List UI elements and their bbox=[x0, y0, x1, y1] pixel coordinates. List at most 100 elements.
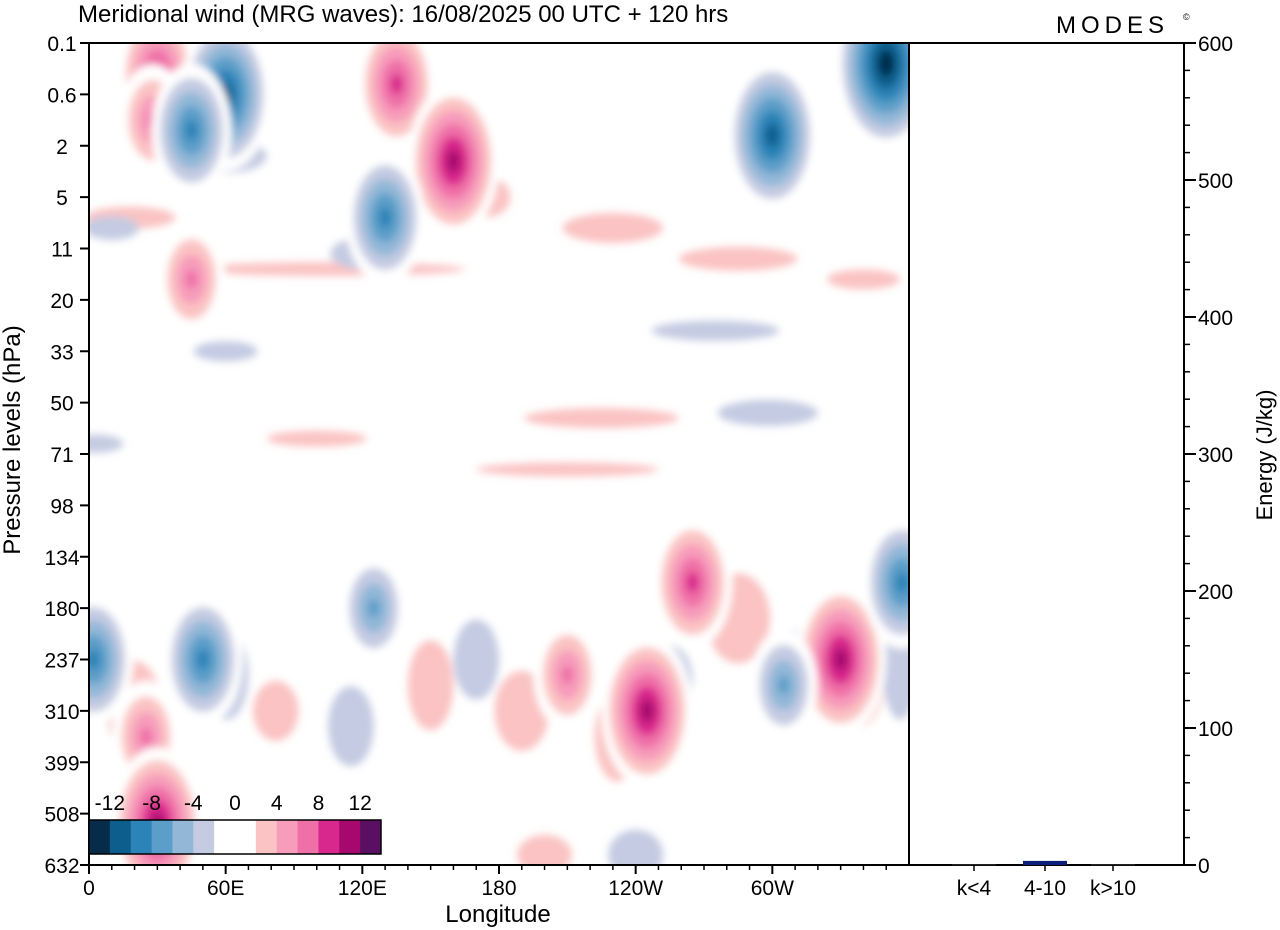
contour-shading bbox=[453, 619, 499, 700]
contour-shading bbox=[266, 430, 367, 447]
contour-feature bbox=[686, 571, 699, 593]
colorbar-swatch bbox=[318, 820, 340, 854]
contour-plot bbox=[89, 43, 909, 865]
energy-tick-label: 600 bbox=[1198, 33, 1233, 56]
colorbar-swatch bbox=[297, 820, 319, 854]
energy-tick-label: 500 bbox=[1198, 170, 1233, 193]
pressure-tick-label: 632 bbox=[44, 855, 79, 878]
colorbar-swatch bbox=[214, 820, 236, 854]
longitude-tick-label: 0 bbox=[83, 877, 95, 900]
pressure-tick-label: 310 bbox=[44, 701, 79, 724]
energy-tick-label: 400 bbox=[1198, 307, 1233, 330]
contour-shading bbox=[476, 462, 659, 477]
energy-category-label: k<4 bbox=[957, 877, 992, 900]
contour-shading bbox=[328, 686, 374, 767]
contour-feature bbox=[895, 571, 909, 593]
contour-feature bbox=[777, 675, 790, 695]
contour-shading bbox=[89, 434, 124, 453]
energy-category-label: 4-10 bbox=[1024, 877, 1066, 900]
contour-feature bbox=[89, 649, 100, 670]
contour-shading bbox=[193, 341, 258, 362]
contour-shading bbox=[253, 680, 299, 741]
contour-feature bbox=[446, 149, 461, 173]
pressure-tick-label: 11 bbox=[51, 239, 73, 262]
longitude-axis: 0 60E 120E 180 120W 60W bbox=[83, 865, 887, 900]
energy-tick-label: 200 bbox=[1198, 581, 1233, 604]
colorbar-swatch bbox=[109, 820, 132, 854]
contour-feature bbox=[196, 649, 210, 670]
pressure-axis: 0.1 0.6 2 5 11 20 33 50 71 98 134 180 237 310 399 508 63… bbox=[44, 33, 89, 878]
colorbar-swatch bbox=[235, 820, 257, 854]
contour-shading bbox=[517, 834, 572, 865]
contour-feature bbox=[367, 598, 380, 618]
colorbar-label: -12 bbox=[95, 792, 125, 815]
energy-tick-label: 100 bbox=[1198, 718, 1233, 741]
contour-feature bbox=[878, 50, 894, 77]
contour-field bbox=[89, 43, 909, 865]
energy-bars: k<4 4-10 k>10 bbox=[952, 860, 1136, 900]
colorbar-label: 8 bbox=[313, 792, 325, 815]
contour-feature bbox=[185, 119, 198, 141]
contour-shading bbox=[827, 269, 900, 290]
longitude-tick-label: 120W bbox=[608, 877, 663, 900]
colorbar-label: 12 bbox=[348, 792, 371, 815]
contour-feature bbox=[139, 727, 152, 746]
colorbar-swatch bbox=[130, 820, 153, 854]
pressure-tick-label: 33 bbox=[50, 341, 73, 364]
contour-feature bbox=[390, 73, 403, 95]
contour-shading bbox=[608, 829, 663, 865]
energy-tick-label: 300 bbox=[1198, 444, 1233, 467]
energy-axis-label: Energy (J/kg) bbox=[1252, 390, 1277, 521]
energy-panel-frame bbox=[908, 42, 1185, 866]
y-axis-label: Pressure levels (hPa) bbox=[0, 325, 26, 554]
contour-shading bbox=[524, 408, 679, 429]
energy-category-label: k>10 bbox=[1090, 877, 1136, 900]
colorbar-swatch bbox=[276, 820, 299, 854]
contour-shading bbox=[717, 399, 818, 426]
energy-bar bbox=[952, 864, 996, 866]
longitude-tick-label: 180 bbox=[481, 877, 516, 900]
pressure-tick-label: 399 bbox=[44, 752, 79, 775]
colorbar-label: 4 bbox=[271, 792, 283, 815]
pressure-tick-label: 20 bbox=[50, 290, 73, 313]
contour-shading bbox=[651, 320, 780, 341]
colorbar-label: 0 bbox=[229, 792, 241, 815]
pressure-tick-label: 508 bbox=[44, 804, 79, 827]
colorbar-swatch bbox=[151, 820, 173, 854]
contour-shading bbox=[678, 246, 798, 271]
colorbar-swatch bbox=[89, 820, 111, 854]
contour-feature bbox=[185, 270, 198, 289]
pressure-tick-label: 0.1 bbox=[47, 33, 76, 56]
pressure-tick-label: 134 bbox=[44, 547, 79, 570]
pressure-tick-label: 0.6 bbox=[47, 84, 76, 107]
colorbar-swatch bbox=[339, 820, 361, 854]
colorbar-swatch bbox=[172, 820, 194, 854]
contour-shading bbox=[562, 212, 664, 243]
longitude-tick-label: 60E bbox=[207, 877, 244, 900]
energy-axis: 0 100 200 300 400 500 600 bbox=[1184, 33, 1233, 878]
energy-bar bbox=[1023, 860, 1067, 865]
colorbar-swatch bbox=[193, 820, 215, 854]
contour-feature bbox=[378, 207, 392, 229]
colorbar-frame bbox=[88, 819, 382, 855]
colorbar-swatch bbox=[360, 820, 382, 854]
contour-feature bbox=[833, 647, 848, 672]
chart-title: Meridional wind (MRG waves): 16/08/2025 … bbox=[78, 1, 728, 28]
longitude-tick-label: 60W bbox=[751, 877, 794, 900]
contour-shading bbox=[191, 262, 465, 277]
pressure-tick-label: 98 bbox=[50, 495, 73, 518]
contour-feature bbox=[765, 123, 780, 148]
colorbar-label: -8 bbox=[142, 792, 161, 815]
colorbar-label: -4 bbox=[184, 792, 203, 815]
pressure-tick-label: 237 bbox=[44, 650, 79, 673]
logo-mark: © bbox=[1183, 12, 1190, 22]
contour-feature bbox=[640, 699, 655, 723]
contour-feature bbox=[561, 665, 574, 685]
longitude-tick-label: 120E bbox=[338, 877, 387, 900]
modes-logo: MODES bbox=[1056, 12, 1169, 39]
x-axis-label: Longitude bbox=[445, 901, 550, 928]
contour-shading bbox=[407, 640, 454, 731]
contour-shading bbox=[89, 215, 140, 240]
pressure-tick-label: 50 bbox=[50, 393, 73, 416]
